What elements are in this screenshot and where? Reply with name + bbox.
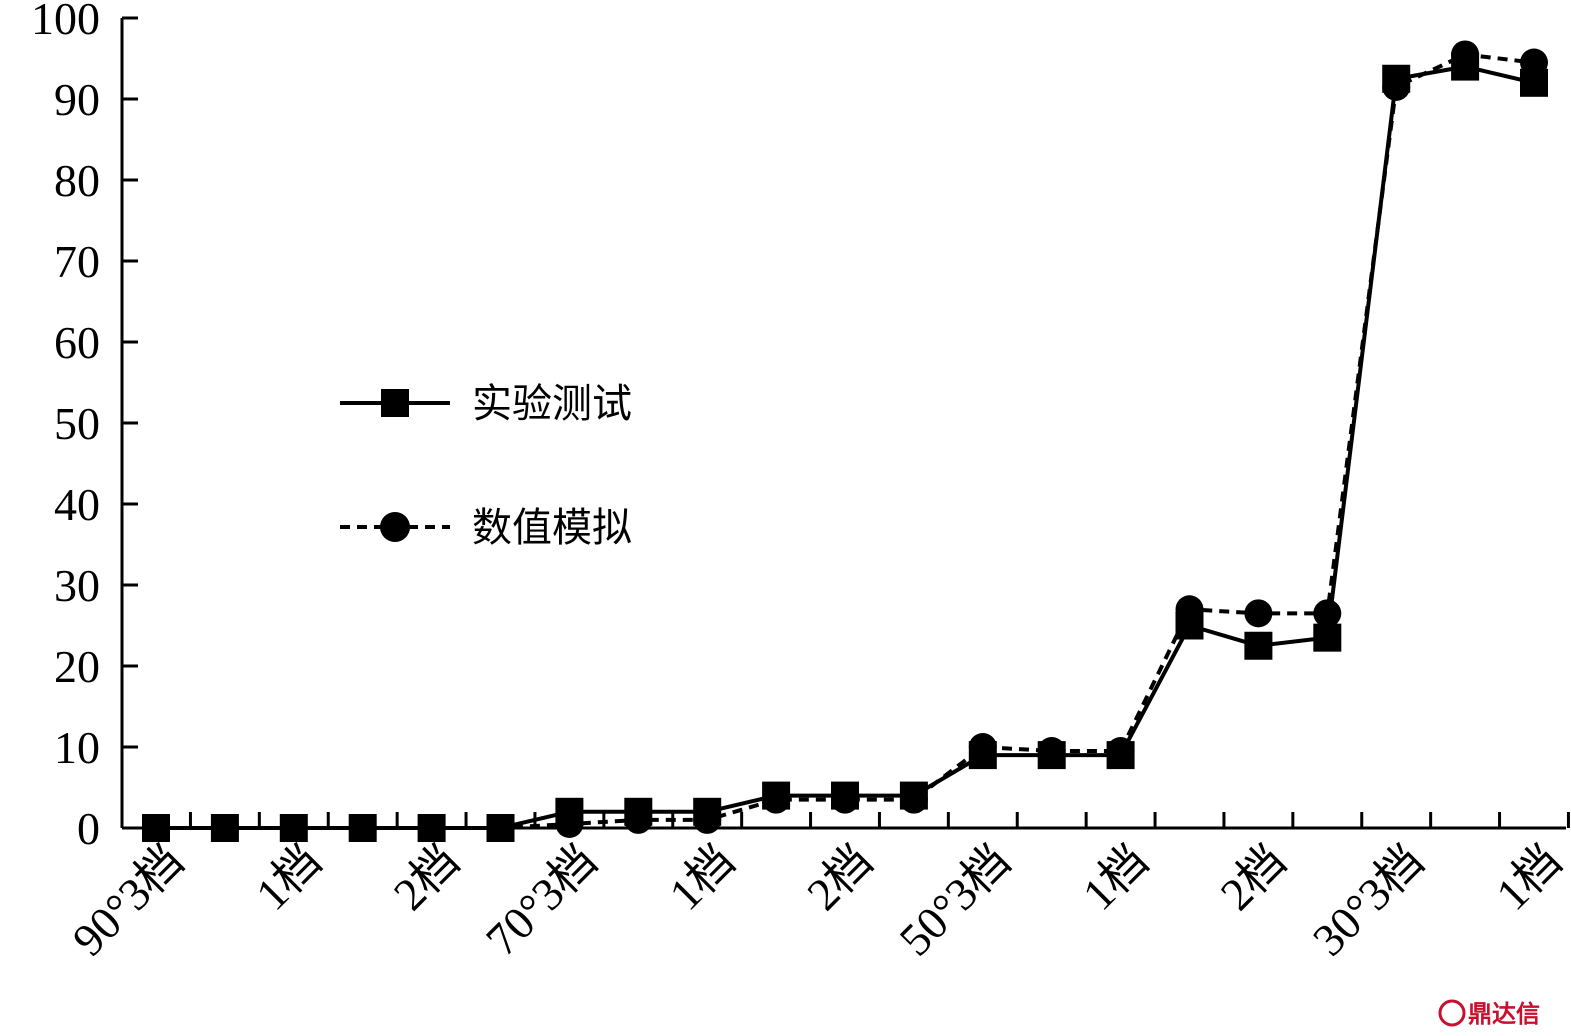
point-0-9 xyxy=(762,781,791,810)
point-0-3 xyxy=(348,814,377,842)
watermark-logo-icon xyxy=(1438,999,1466,1027)
legend-label-0: 实验测试 xyxy=(472,381,632,427)
y-tick-label-2: 20 xyxy=(54,641,100,692)
point-0-16 xyxy=(1244,631,1273,660)
series-line-1 xyxy=(156,52,1535,830)
point-0-13 xyxy=(1037,741,1066,770)
watermark-text: 鼎达信 xyxy=(1468,1000,1540,1028)
y-tick-label-6: 60 xyxy=(54,317,100,368)
axes xyxy=(120,18,1566,830)
point-0-1 xyxy=(210,814,239,842)
x-tick-label-1: 1档 xyxy=(246,835,331,920)
y-tick-label-8: 80 xyxy=(54,155,100,206)
x-tick-label-2: 2档 xyxy=(384,835,469,920)
point-0-7 xyxy=(624,797,653,826)
series-0 xyxy=(142,52,1548,842)
point-0-18 xyxy=(1382,64,1411,93)
y-tick-label-9: 90 xyxy=(54,74,100,125)
x-tick-label-0: 90°3档 xyxy=(63,835,193,965)
point-1-17 xyxy=(1313,599,1342,628)
series-1 xyxy=(142,40,1548,842)
point-0-2 xyxy=(279,814,308,842)
y-tick-label-1: 10 xyxy=(54,722,100,773)
legend-label-1: 数值模拟 xyxy=(472,505,632,551)
point-0-0 xyxy=(142,814,170,842)
point-0-19 xyxy=(1451,52,1480,81)
legend-marker-1 xyxy=(380,512,410,542)
point-0-15 xyxy=(1175,611,1204,640)
point-1-16 xyxy=(1244,599,1273,628)
point-0-10 xyxy=(831,781,859,810)
point-0-12 xyxy=(968,741,997,770)
x-tick-label-8: 2档 xyxy=(1211,835,1296,920)
y-tick-label-10: 100 xyxy=(31,0,100,44)
y-tick-label-3: 30 xyxy=(54,560,100,611)
point-0-4 xyxy=(417,814,446,842)
x-tick-label-4: 1档 xyxy=(659,835,744,920)
y-tick-label-5: 50 xyxy=(54,398,100,449)
y-tick-label-7: 70 xyxy=(54,236,100,287)
point-0-17 xyxy=(1313,623,1342,652)
x-tick-label-5: 2档 xyxy=(797,835,882,920)
x-tick-label-10: 1档 xyxy=(1486,835,1571,920)
y-tick-label-4: 40 xyxy=(54,479,100,530)
series-line-0 xyxy=(156,64,1535,830)
y-tick-label-0: 0 xyxy=(77,803,100,854)
x-tick-label-9: 30°3档 xyxy=(1303,835,1433,965)
point-0-11 xyxy=(899,781,928,810)
point-0-8 xyxy=(693,797,722,826)
watermark: 鼎达信 xyxy=(1438,999,1540,1028)
x-tick-label-3: 70°3档 xyxy=(476,835,606,965)
point-0-5 xyxy=(486,814,515,842)
legend-marker-0 xyxy=(381,389,409,417)
point-0-20 xyxy=(1520,68,1548,97)
series-layer xyxy=(142,40,1548,842)
x-tick-label-6: 50°3档 xyxy=(889,835,1019,965)
point-0-6 xyxy=(555,797,584,826)
point-0-14 xyxy=(1106,741,1135,770)
x-tick-label-7: 1档 xyxy=(1073,835,1158,920)
y-axis-ticks: 0 10 20 30 40 50 60 70 80 90 100 xyxy=(31,0,138,854)
